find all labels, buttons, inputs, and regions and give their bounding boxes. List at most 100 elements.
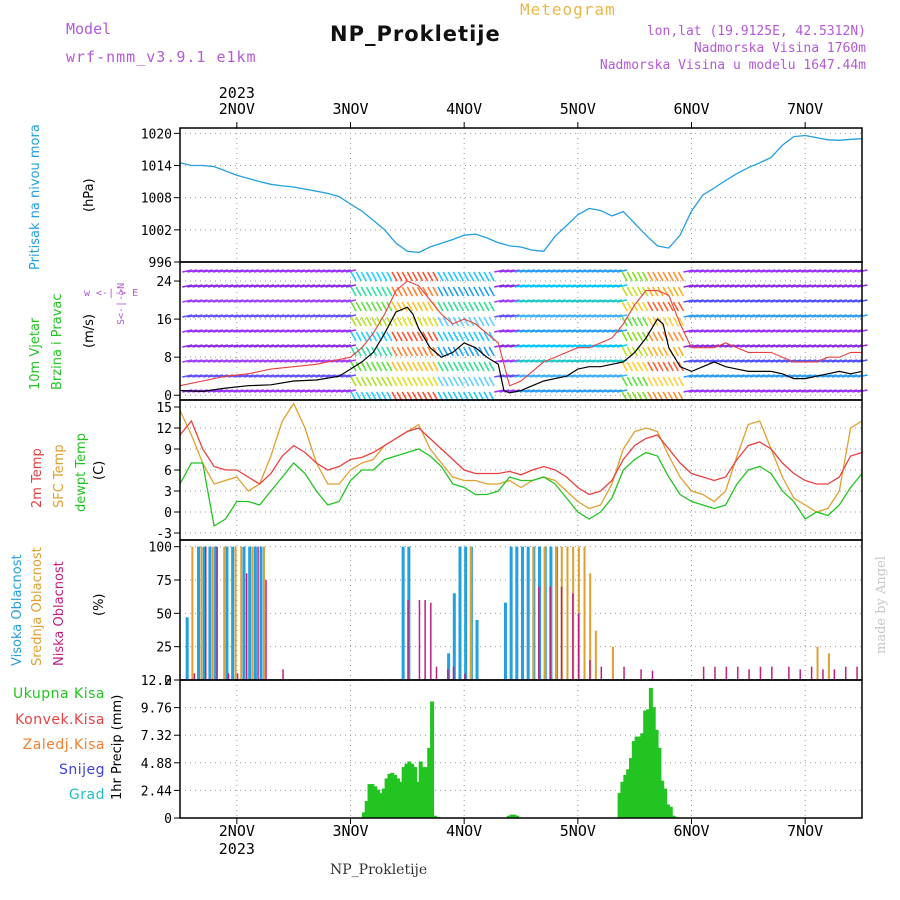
wind-barb <box>243 344 254 348</box>
wind-barb <box>606 314 617 318</box>
wind-barb <box>524 359 536 363</box>
mid-cloud-bar <box>200 546 203 680</box>
wind-barb <box>340 389 351 393</box>
wind-barb <box>488 376 495 387</box>
wind-barb <box>770 299 781 303</box>
wind-barb <box>560 344 571 348</box>
wind-barb <box>519 359 531 363</box>
wind-barb <box>724 299 735 303</box>
wind-barb <box>427 331 434 342</box>
wind-barb <box>401 361 408 372</box>
wind-barb <box>739 359 750 363</box>
wind-barb <box>217 374 229 378</box>
wind-barb <box>202 314 213 318</box>
wind-barb <box>253 389 265 393</box>
wind-barb <box>330 314 341 318</box>
precip-bar <box>404 763 409 818</box>
mid-cloud-bar <box>191 546 194 680</box>
wind-barb <box>355 271 362 282</box>
wind-barb <box>355 376 362 387</box>
low-cloud-bar <box>856 666 858 680</box>
wind-barb <box>852 374 863 378</box>
wind-barb <box>391 346 398 357</box>
wind-barb <box>775 299 786 303</box>
wind-barb <box>560 314 571 318</box>
wind-barb <box>657 346 664 357</box>
wind-barb <box>780 299 791 303</box>
wind-barb <box>734 374 745 378</box>
wind-barb <box>698 299 710 303</box>
wind-barb <box>667 301 674 312</box>
wind-barb <box>821 299 832 303</box>
wind-barb <box>688 389 699 393</box>
wind-barb <box>187 329 198 333</box>
wind-barb <box>621 286 628 297</box>
wind-barb <box>386 316 393 327</box>
wind-barb <box>591 269 602 273</box>
wind-barb <box>202 374 213 378</box>
wind-barb <box>432 271 439 282</box>
wind-barb <box>223 314 234 318</box>
wind-barb <box>452 361 460 372</box>
wind-barb <box>462 316 470 327</box>
precip-bar <box>654 729 659 818</box>
wind-barb <box>739 314 750 318</box>
wind-barb <box>462 361 470 372</box>
wind-barb <box>499 344 510 348</box>
wind-barb <box>355 346 362 357</box>
wind-barb <box>223 284 234 288</box>
wind-barb <box>289 314 300 318</box>
wind-barb <box>524 299 536 303</box>
wind-barb <box>340 299 351 303</box>
wind-barb <box>406 316 414 327</box>
wind-barb <box>289 344 300 348</box>
wind-barb <box>529 329 541 333</box>
mid-cloud-bar <box>234 546 237 680</box>
wind-barb <box>279 344 290 348</box>
wind-barb <box>581 314 592 318</box>
wind-barb <box>672 286 680 297</box>
wind-barb <box>381 376 388 387</box>
wind-speed-series-line <box>179 306 863 394</box>
wind-barb <box>360 376 367 387</box>
low-cloud-bar <box>549 586 551 680</box>
wind-barb <box>703 329 715 333</box>
wind-barb <box>586 314 597 318</box>
wind-barb <box>488 271 495 282</box>
wind-barb <box>688 344 699 348</box>
wind-barb <box>841 359 853 363</box>
y-tick-label: 0 <box>164 389 172 404</box>
wind-barb <box>821 374 832 378</box>
wind-barb <box>688 359 699 363</box>
wind-barb <box>452 346 460 357</box>
wind-barb <box>284 314 295 318</box>
wind-barb <box>780 344 791 348</box>
wind-barb <box>693 389 704 393</box>
wind-barb <box>391 331 398 342</box>
low-cloud-bar <box>810 666 813 680</box>
wind-barb <box>514 359 525 363</box>
wind-barb <box>831 389 843 393</box>
wind-barb <box>243 359 254 363</box>
wind-barb <box>289 359 300 363</box>
wind-barb <box>708 269 720 273</box>
top-day-label: 3NOV <box>332 100 368 118</box>
wind-barb <box>811 299 822 303</box>
wind-barb <box>345 389 357 393</box>
bottom-day-label: 2NOV <box>219 822 255 840</box>
wind-barb <box>652 361 659 372</box>
wind-barb <box>555 374 566 378</box>
wind-barb <box>535 329 546 333</box>
wind-barb <box>560 284 571 288</box>
wind-barb <box>294 284 305 288</box>
wind-barb <box>739 344 750 348</box>
wind-barb <box>806 284 817 288</box>
wind-barb <box>734 359 745 363</box>
wind-barb <box>263 269 275 273</box>
wind-barb <box>729 374 740 378</box>
wind-barb <box>601 389 612 393</box>
wind-barb <box>253 299 265 303</box>
wind-barb <box>806 299 817 303</box>
wind-barb <box>478 376 485 387</box>
wind-barb <box>202 344 213 348</box>
